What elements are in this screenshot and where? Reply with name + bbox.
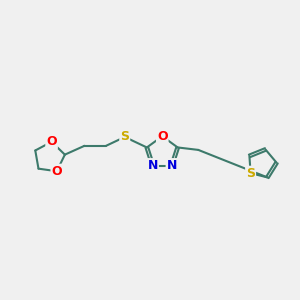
Text: S: S — [120, 130, 129, 143]
Text: O: O — [46, 135, 57, 148]
Text: N: N — [167, 159, 177, 172]
Text: N: N — [148, 159, 158, 172]
Text: O: O — [157, 130, 168, 143]
Text: S: S — [246, 167, 255, 180]
Text: O: O — [52, 165, 62, 178]
